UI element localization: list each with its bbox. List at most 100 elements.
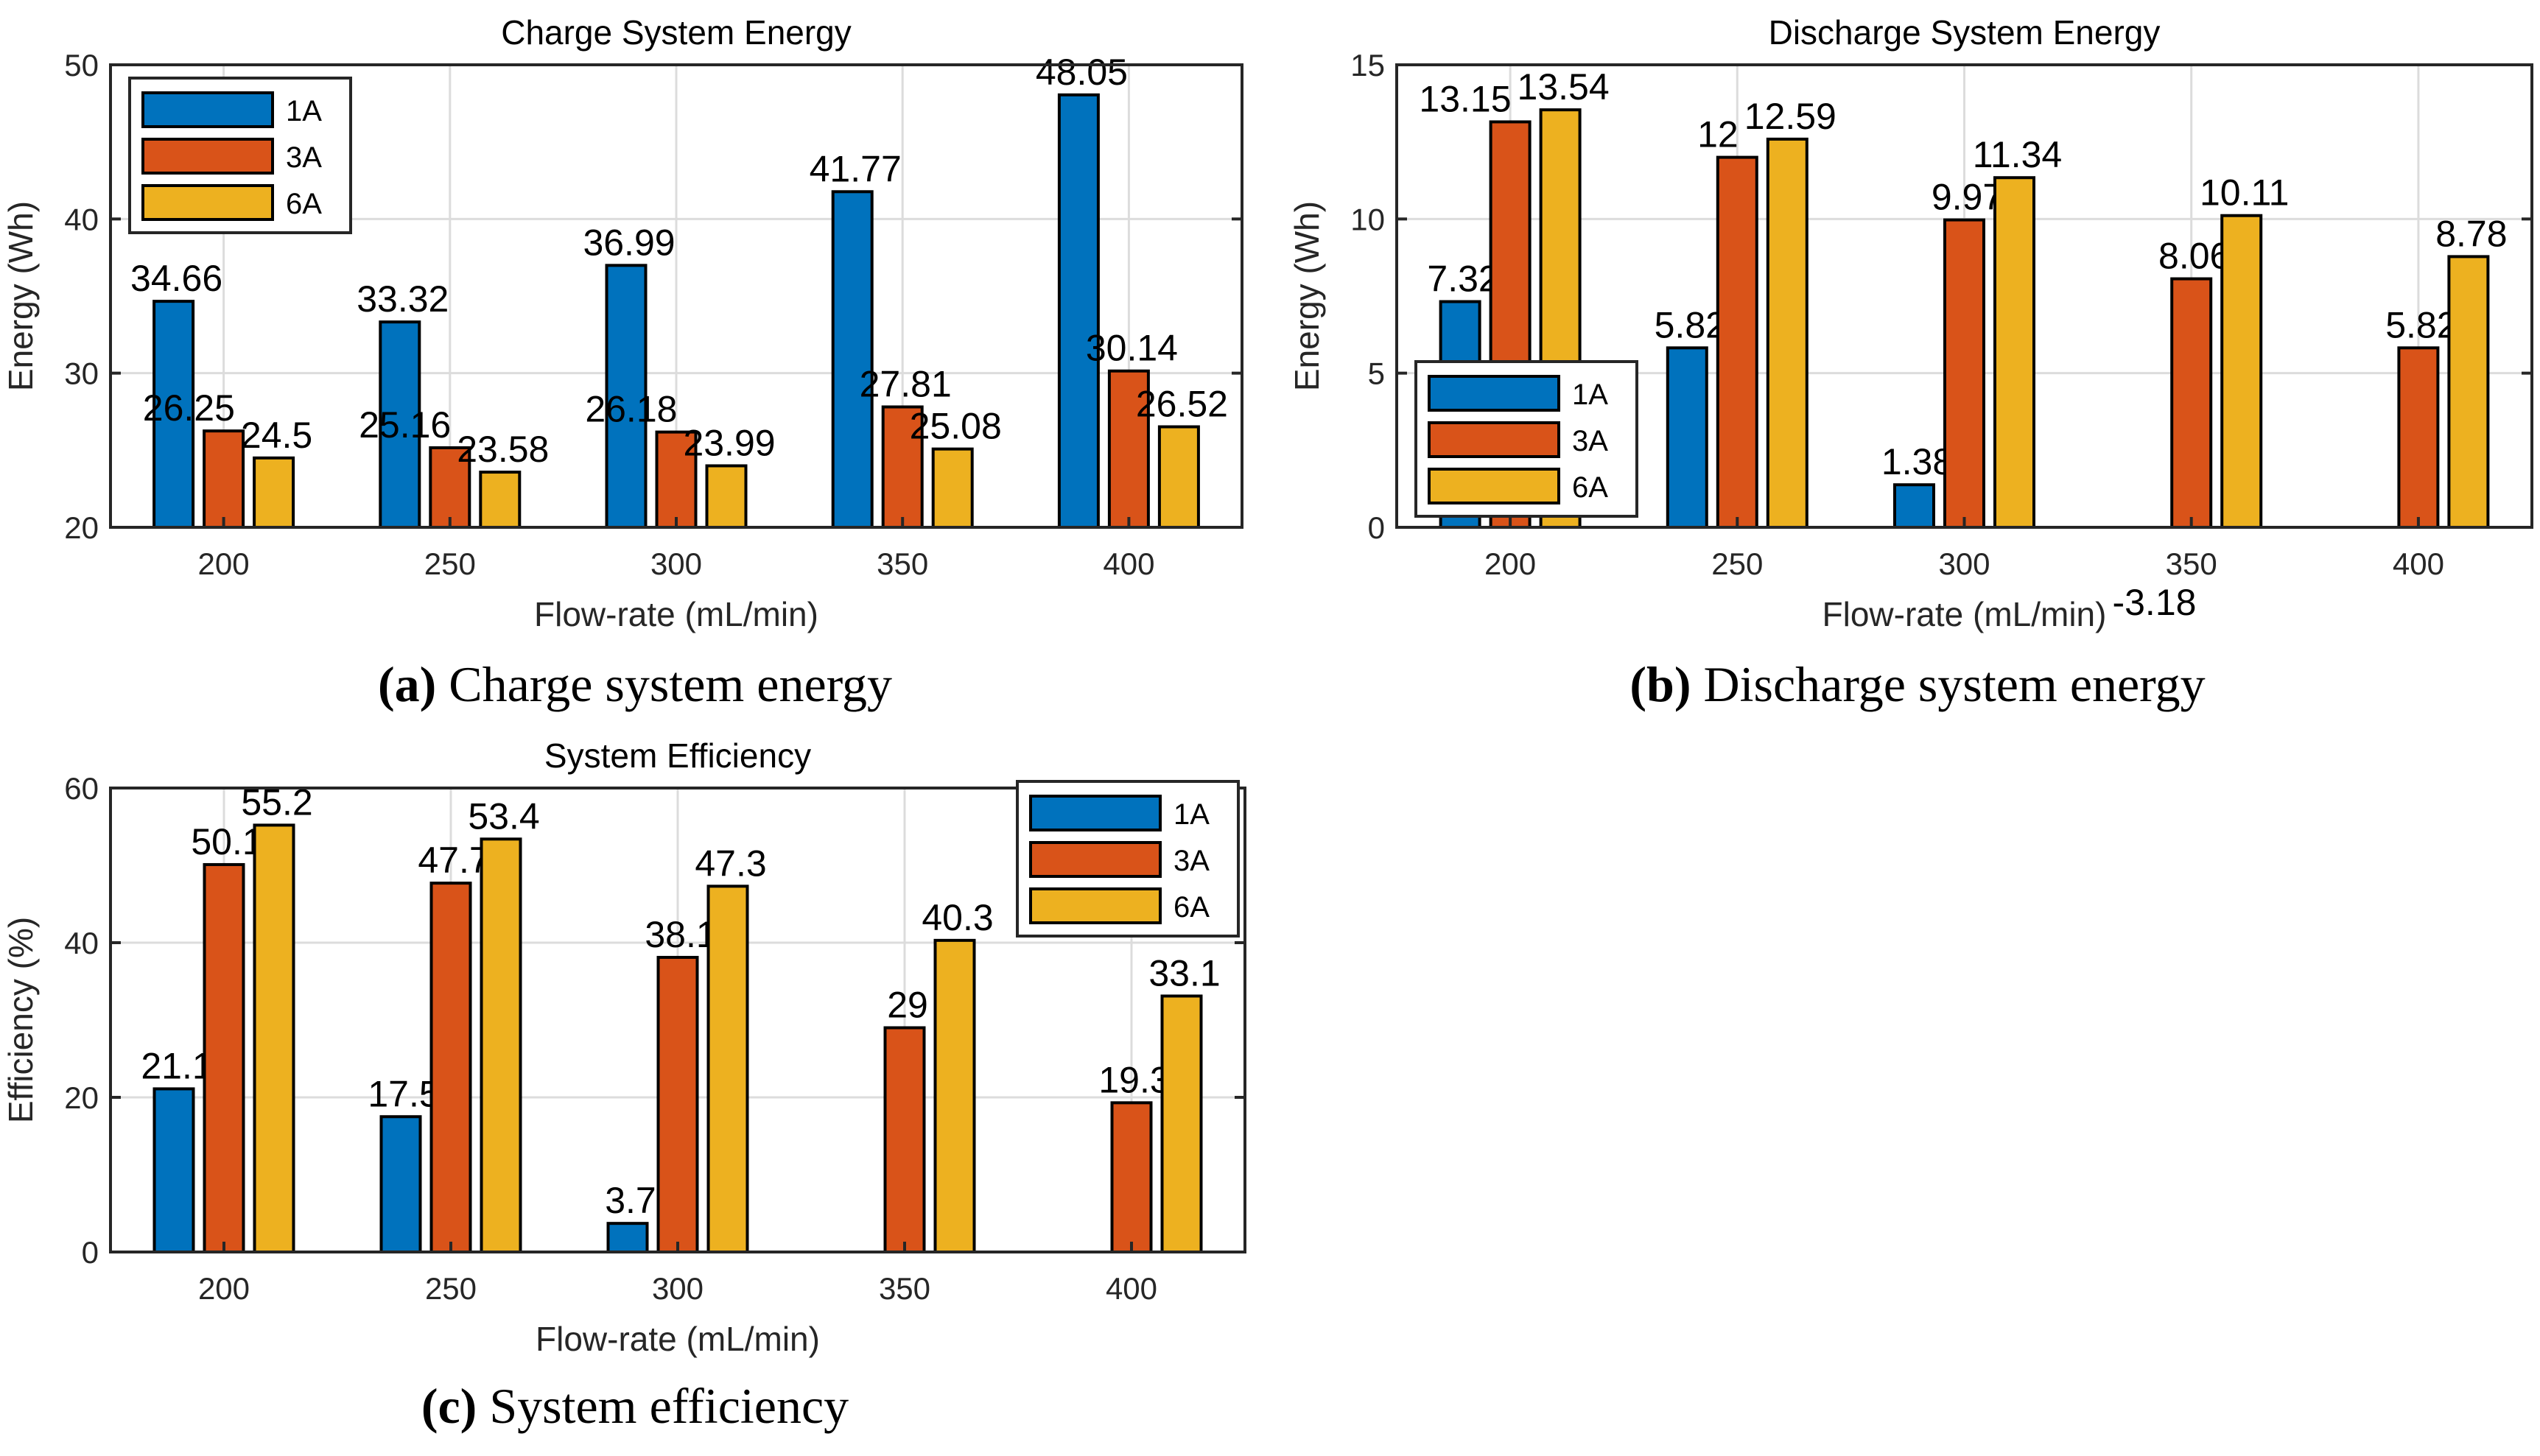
x-tick-label: 200 (1484, 546, 1536, 581)
legend: 1A 3A 6A (1016, 780, 1240, 938)
bar-3A-350 (2170, 277, 2213, 529)
y-tick-label: 0 (82, 1235, 99, 1270)
data-label: 33.1 (1148, 952, 1220, 993)
x-tick-label: 300 (650, 546, 702, 581)
legend-label: 3A (286, 141, 322, 174)
data-label: 23.58 (457, 429, 549, 470)
x-tick-label: 200 (198, 1271, 250, 1306)
bar-3A-300 (656, 955, 699, 1253)
caption-b-text: Discharge system energy (1691, 656, 2206, 712)
data-label: 33.32 (357, 278, 449, 320)
data-label: 41.77 (810, 148, 902, 189)
y-tick-label: 40 (64, 202, 99, 236)
legend-label: 3A (1173, 845, 1210, 877)
data-label: 40.3 (922, 897, 993, 938)
y-tick-label: 0 (1368, 510, 1385, 545)
bar-6A-250 (479, 471, 522, 529)
bar-6A-300 (705, 464, 748, 530)
bar-6A-400 (1157, 425, 1200, 529)
chart-1: 7.32 5.82 1.38 -3.18 13.15 12 9.97 8.06 5.82 13.5… (1288, 13, 2533, 633)
y-tick-label: 15 (1350, 48, 1385, 82)
bar-1A-400 (1057, 93, 1100, 529)
data-label: 19.3 (1098, 1059, 1170, 1100)
data-label: 30.14 (1086, 328, 1178, 369)
bar-1A-300 (606, 1222, 649, 1254)
chart-title: Discharge System Energy (1769, 13, 2161, 52)
data-label: 24.5 (241, 415, 312, 456)
x-tick-label: 350 (879, 1271, 930, 1306)
data-label: 50.1 (191, 821, 262, 862)
caption-c-label: (c) (421, 1378, 477, 1434)
legend-label: 3A (1572, 425, 1608, 457)
bar-1A-250 (1666, 346, 1708, 529)
chart-title: System Efficiency (544, 736, 811, 775)
bar-6A-350 (2220, 214, 2263, 529)
bar-6A-400 (2447, 255, 2490, 529)
y-tick-label: 20 (64, 1080, 99, 1115)
legend-swatch-6A (1428, 468, 1560, 504)
data-label: 10.11 (2200, 172, 2289, 214)
data-label: 34.66 (130, 258, 222, 299)
bar-3A-300 (1943, 218, 1985, 529)
bar-6A-300 (706, 884, 749, 1253)
data-label: 29 (887, 985, 928, 1026)
x-axis-label: Flow-rate (mL/min) (534, 595, 818, 633)
y-tick-label: 20 (64, 510, 99, 545)
legend-label: 1A (286, 95, 322, 127)
caption-b-label: (b) (1629, 656, 1691, 712)
caption-c-text: System efficiency (477, 1378, 849, 1434)
caption-c: (c) System efficiency (421, 1377, 849, 1435)
y-axis-label: Efficiency (%) (1, 917, 40, 1123)
x-tick-label: 400 (2393, 546, 2444, 581)
legend-swatch-6A (141, 184, 274, 221)
bar-6A-200 (253, 823, 295, 1253)
y-axis-label: Energy (Wh) (1288, 201, 1326, 391)
legend-label: 1A (1173, 798, 1210, 831)
bar-6A-350 (931, 447, 974, 530)
x-tick-label: 300 (1938, 546, 1990, 581)
data-label: 21.1 (141, 1045, 212, 1086)
data-label: 26.18 (585, 389, 677, 430)
bar-6A-200 (253, 456, 295, 529)
data-label: 5.82 (1655, 304, 1726, 345)
legend-swatch-3A (1029, 841, 1162, 878)
legend-label: 6A (1572, 471, 1608, 504)
legend-swatch-1A (1428, 375, 1560, 412)
bar-1A-200 (152, 300, 195, 529)
x-tick-label: 200 (198, 546, 250, 581)
legend-swatch-3A (1428, 421, 1560, 458)
bar-3A-250 (429, 882, 472, 1254)
x-tick-label: 250 (424, 546, 476, 581)
bar-1A-250 (379, 1115, 422, 1253)
data-label: 25.16 (359, 404, 451, 446)
data-label: 13.15 (1419, 78, 1511, 119)
bar-3A-400 (1110, 1101, 1153, 1253)
data-label: 1.38 (1881, 441, 1953, 482)
data-label: 13.54 (1518, 66, 1610, 108)
data-label: 5.82 (2385, 304, 2457, 345)
data-label: 3.7 (605, 1180, 656, 1221)
x-tick-label: 400 (1106, 1271, 1157, 1306)
legend-swatch-6A (1029, 887, 1162, 924)
legend: 1A 3A 6A (128, 77, 352, 234)
bar-1A-200 (152, 1087, 195, 1253)
legend-swatch-1A (141, 91, 274, 128)
legend-swatch-3A (141, 138, 274, 175)
bar-3A-250 (1716, 155, 1758, 529)
data-label: -3.18 (2112, 582, 2196, 623)
legend-swatch-1A (1029, 795, 1162, 831)
bar-6A-400 (1160, 994, 1203, 1253)
bar-3A-200 (203, 429, 245, 530)
bar-1A-350 (831, 190, 874, 529)
data-label: 12.59 (1744, 96, 1836, 137)
x-axis-label: Flow-rate (mL/min) (536, 1320, 820, 1358)
data-label: 11.34 (1973, 134, 2062, 175)
data-label: 47.3 (695, 843, 766, 884)
chart-0: 34.66 33.32 36.99 41.77 48.05 26.25 25.16 26.18… (1, 13, 1243, 633)
data-label: 27.81 (860, 364, 952, 405)
x-tick-label: 400 (1103, 546, 1154, 581)
x-tick-label: 250 (425, 1271, 477, 1306)
bar-6A-300 (1993, 176, 2035, 529)
